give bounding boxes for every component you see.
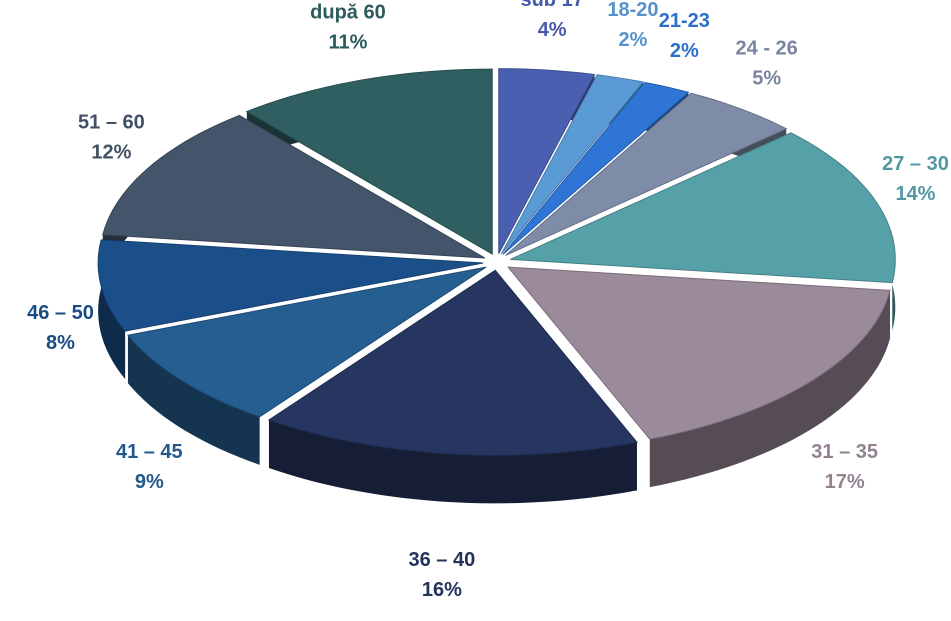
category-label: 18-20 <box>607 0 658 21</box>
value-label: 4% <box>538 19 567 41</box>
slice-side <box>649 290 891 488</box>
value-label: 2% <box>670 40 699 62</box>
category-label: 51 – 60 <box>78 112 145 134</box>
slice-tops <box>97 68 896 456</box>
slice <box>127 266 487 418</box>
category-label: 46 – 50 <box>27 302 94 324</box>
category-label: după 60 <box>310 1 386 23</box>
category-label: 24 - 26 <box>736 38 798 60</box>
category-label: 41 – 45 <box>116 441 183 463</box>
slice <box>502 81 690 255</box>
slice <box>102 114 485 259</box>
slice <box>97 239 484 332</box>
slice <box>505 92 788 256</box>
value-label: 11% <box>328 31 367 53</box>
slice <box>510 132 896 284</box>
slice <box>245 68 493 255</box>
slice-side <box>98 239 126 380</box>
category-label: sub 17 <box>520 0 583 11</box>
slice <box>267 269 638 456</box>
value-label: 12% <box>91 142 131 164</box>
category-label: 31 – 35 <box>811 441 878 463</box>
slice <box>506 266 891 440</box>
category-label: 36 – 40 <box>408 549 475 571</box>
slice-side <box>127 335 260 465</box>
value-label: 5% <box>752 68 781 90</box>
slice-side <box>268 420 637 504</box>
slice <box>498 68 596 254</box>
value-label: 17% <box>825 471 865 493</box>
slice <box>500 74 644 255</box>
value-label: 14% <box>895 183 935 205</box>
category-label: 27 – 30 <box>882 153 949 175</box>
value-label: 2% <box>619 29 648 51</box>
value-label: 16% <box>422 579 462 601</box>
value-label: 9% <box>135 471 164 493</box>
category-label: 21-23 <box>659 10 710 32</box>
value-label: 8% <box>46 332 75 354</box>
